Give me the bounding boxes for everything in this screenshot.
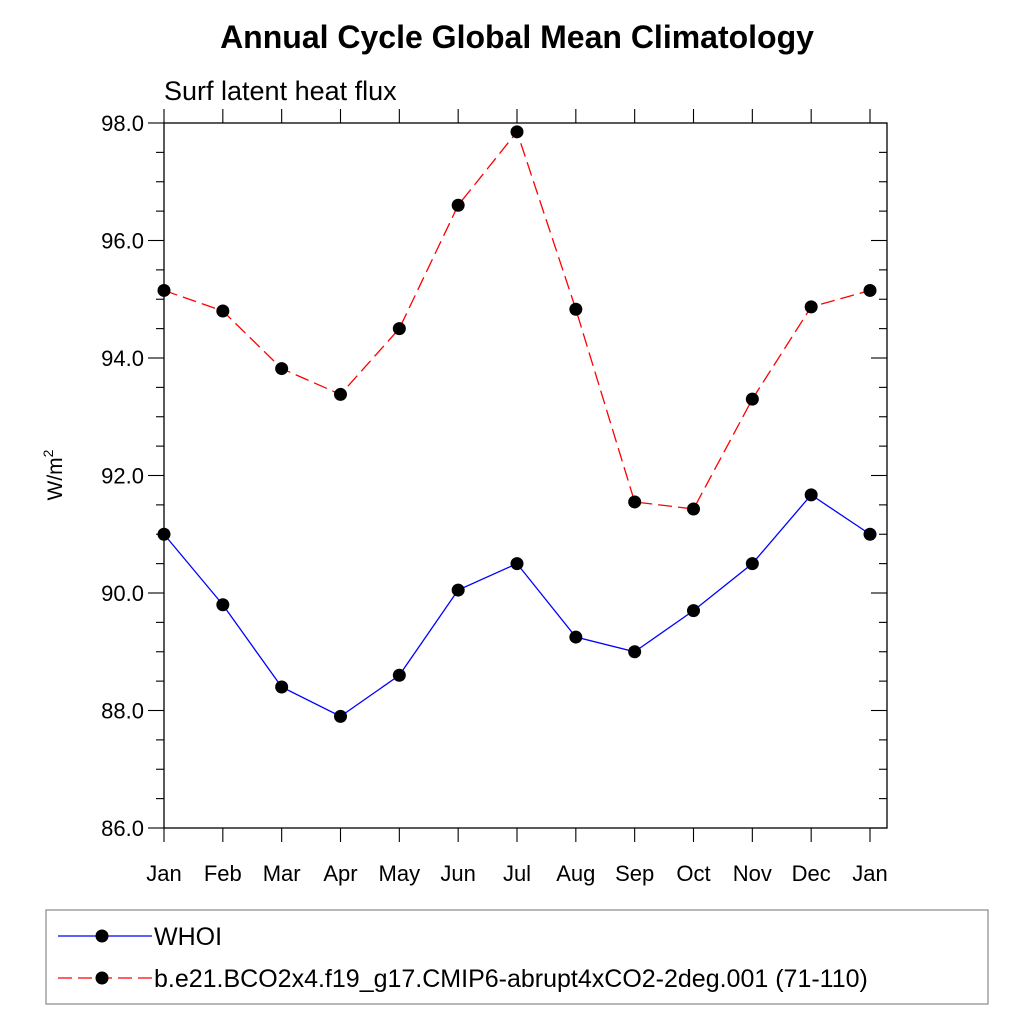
y-tick-label: 96.0 — [101, 229, 144, 254]
series-1-point — [510, 125, 524, 139]
x-tick-label: Nov — [733, 861, 772, 886]
series-0-point — [275, 680, 289, 694]
series-1-point — [216, 304, 230, 318]
series-1-point — [451, 198, 465, 212]
legend-marker-0 — [95, 929, 109, 943]
legend: WHOI b.e21.BCO2x4.f19_g17.CMIP6-abrupt4xC… — [45, 909, 989, 1005]
series-0-point — [392, 668, 406, 682]
x-tick-label: Mar — [263, 861, 301, 886]
series-1-point — [569, 302, 583, 316]
x-tick-label: Apr — [323, 861, 357, 886]
series-1-point — [863, 283, 877, 297]
series-line-1 — [163, 130, 871, 510]
series-0-point — [216, 598, 230, 612]
series-0-point — [510, 557, 524, 571]
series-0-point — [804, 488, 818, 502]
series-1-point — [745, 392, 759, 406]
x-tick-label: Dec — [792, 861, 831, 886]
x-tick-label: Oct — [676, 861, 710, 886]
x-tick-label: Jan — [852, 861, 887, 886]
series-1-point — [628, 495, 642, 509]
series-1-point — [334, 387, 347, 401]
x-tick-label: Sep — [615, 861, 654, 886]
series-0-point — [334, 709, 347, 723]
series-line-0 — [163, 494, 871, 718]
x-tick-label: Jun — [440, 861, 475, 886]
y-tick-label: 94.0 — [101, 346, 144, 371]
series-1-point — [392, 322, 406, 336]
legend-box — [45, 909, 989, 1005]
x-tick-label: Feb — [204, 861, 242, 886]
series-1-point — [275, 362, 289, 376]
legend-marker-1 — [95, 971, 109, 985]
y-axis-label-base: W/m — [44, 457, 67, 500]
series-1-point — [687, 502, 700, 516]
x-tick-label: Jan — [146, 861, 181, 886]
series-0-point — [569, 630, 583, 644]
plot-frame — [163, 122, 888, 829]
y-tick-label: 86.0 — [101, 816, 144, 841]
series-0-point — [687, 604, 700, 618]
y-tick-label: 90.0 — [101, 581, 144, 606]
x-tick-label: Aug — [556, 861, 595, 886]
series-0-point — [863, 527, 877, 541]
y-axis-label: W/m2 — [40, 449, 67, 500]
plot-area: 86.0 88.0 90.0 92.0 94.0 96.0 98.0 Jan Feb Mar Apr… — [101, 109, 888, 886]
series-0-point — [157, 527, 171, 541]
legend-label-1: b.e21.BCO2x4.f19_g17.CMIP6-abrupt4xCO2-2… — [154, 965, 868, 993]
y-tick-label: 88.0 — [101, 699, 144, 724]
y-axis-label-superscript: 2 — [40, 449, 56, 457]
series-0-point — [745, 557, 759, 571]
y-tick-label: 92.0 — [101, 464, 144, 489]
series-1-point — [804, 300, 818, 314]
x-tick-label: May — [379, 861, 421, 886]
x-tick-label: Jul — [503, 861, 531, 886]
series-1-point — [157, 283, 171, 297]
chart-subtitle: Surf latent heat flux — [164, 76, 397, 106]
y-tick-label: 98.0 — [101, 111, 144, 136]
chart-title: Annual Cycle Global Mean Climatology — [220, 19, 814, 55]
series-0-point — [628, 645, 642, 659]
legend-label-0: WHOI — [154, 923, 222, 951]
series-0-point — [451, 583, 465, 597]
